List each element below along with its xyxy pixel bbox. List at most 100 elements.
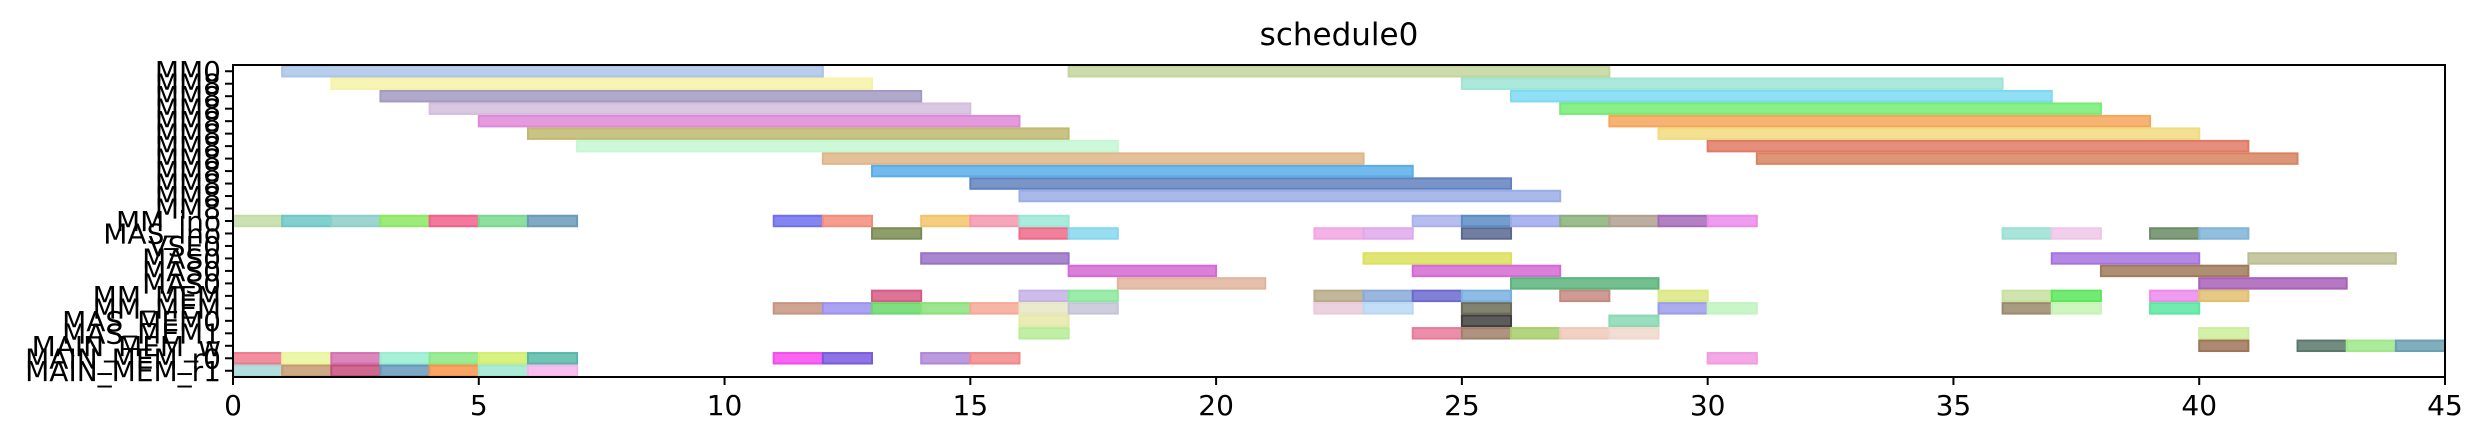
task-bar <box>1706 139 2250 153</box>
task-bar <box>2099 264 2250 278</box>
y-tick-label: MM_ino <box>116 205 221 238</box>
task-bar <box>2247 252 2397 265</box>
task-bar <box>1018 189 1562 203</box>
task-bar <box>477 214 529 228</box>
y-tick-label: MM0 <box>155 55 221 88</box>
task-bar <box>920 252 1070 265</box>
task-bar <box>428 214 480 228</box>
x-tick-label: 40 <box>2181 389 2217 422</box>
task-bar <box>871 227 923 240</box>
task-bars <box>232 65 2447 377</box>
task-bar <box>232 364 284 377</box>
task-bar <box>330 364 382 377</box>
task-bar <box>428 352 480 365</box>
task-bar <box>1313 289 1365 303</box>
task-bar <box>1460 77 2004 90</box>
task-bar <box>281 352 333 365</box>
task-bar <box>969 352 1021 365</box>
y-tick-label: MAIN_MEM_w <box>32 330 221 363</box>
task-bar <box>821 352 874 365</box>
task-bar <box>1067 264 1218 278</box>
task-bar <box>1362 252 1513 265</box>
task-bar <box>2149 289 2201 303</box>
task-bar <box>969 177 1513 190</box>
task-bar <box>526 364 579 377</box>
task-bar <box>871 302 923 315</box>
task-bar <box>1657 127 2201 140</box>
y-tick-label: MM8 <box>155 193 221 226</box>
task-bar <box>772 302 824 315</box>
y-tick-label: MAS0 <box>142 255 221 288</box>
task-bar <box>1313 227 1365 240</box>
task-bar <box>281 214 333 228</box>
task-bar <box>1018 214 1070 228</box>
task-bar <box>428 364 480 377</box>
task-bar <box>2296 339 2348 353</box>
y-tick-label: MM8 <box>155 130 221 163</box>
x-tick-label: 30 <box>1690 389 1726 422</box>
task-bar <box>1559 289 1611 303</box>
task-bar <box>1608 214 1660 228</box>
task-bar <box>920 302 972 315</box>
task-bar <box>1018 227 1070 240</box>
task-bar <box>772 214 824 228</box>
chart-title: schedule0 <box>1260 17 1419 53</box>
task-bar <box>526 127 1070 140</box>
task-bar <box>772 352 824 365</box>
task-bar <box>1657 289 1709 303</box>
task-bar <box>1510 214 1562 228</box>
task-bar <box>2149 227 2201 240</box>
task-bar <box>2050 252 2201 265</box>
y-tick-label: MM8 <box>155 118 221 151</box>
task-bar <box>2050 289 2102 303</box>
task-bar <box>1460 302 1513 315</box>
task-bar <box>1067 65 1611 78</box>
task-bar <box>1559 102 2102 115</box>
task-bar <box>2198 277 2348 290</box>
task-bar <box>1362 289 1414 303</box>
task-bar <box>2198 327 2250 340</box>
task-bar <box>232 352 284 365</box>
x-tick-label: 45 <box>2427 389 2463 422</box>
task-bar <box>379 89 923 103</box>
task-bar <box>330 214 382 228</box>
task-bar <box>2198 289 2250 303</box>
y-tick-label: MM8 <box>155 168 221 201</box>
y-tick-label: MM_MEM <box>93 280 221 313</box>
x-tick-label: 0 <box>224 389 242 422</box>
task-bar <box>526 352 579 365</box>
y-tick-label: MAS_MEM1 <box>62 317 221 350</box>
y-axis: MM0MM8MM8MM8MM8MM8MM8MM8MM8MM8MM8MM8MM_i… <box>25 55 233 388</box>
y-tick-label: MM8 <box>155 93 221 126</box>
task-bar <box>1706 302 1758 315</box>
task-bar <box>1411 214 1463 228</box>
task-bar <box>2001 227 2053 240</box>
task-bar <box>1706 214 1758 228</box>
task-bar <box>379 364 431 377</box>
task-bar <box>1313 302 1365 315</box>
task-bar <box>821 214 874 228</box>
y-tick-label: MAIN_MEM_r0 <box>25 342 221 375</box>
task-bar <box>2050 302 2102 315</box>
task-bar <box>1559 214 1611 228</box>
task-bar <box>1067 289 1119 303</box>
task-bar <box>1608 114 2152 128</box>
y-tick-label: MAS_MEM0 <box>62 305 221 338</box>
task-bar <box>1657 302 1709 315</box>
task-bar <box>330 352 382 365</box>
task-bar <box>2001 302 2053 315</box>
task-bar <box>1460 289 1513 303</box>
x-tick-label: 10 <box>707 389 743 422</box>
y-tick-label: MAS_ino <box>103 217 221 250</box>
x-tick-label: 15 <box>953 389 989 422</box>
task-bar <box>281 65 824 78</box>
task-bar <box>871 164 1414 178</box>
task-bar <box>920 214 972 228</box>
y-tick-label: MM_MEM <box>93 292 221 325</box>
task-bar <box>821 152 1365 165</box>
y-tick-label: MM8 <box>155 180 221 213</box>
task-bar <box>1362 227 1414 240</box>
task-bar <box>1460 327 1513 340</box>
task-bar <box>1460 214 1513 228</box>
